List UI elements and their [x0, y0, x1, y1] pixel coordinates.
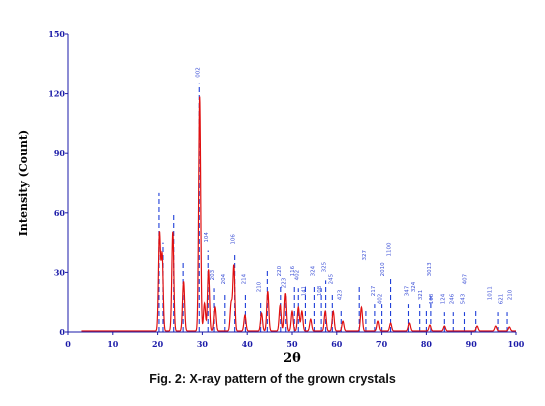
peak-label: 108	[429, 293, 435, 304]
peak-label: 245	[328, 273, 334, 284]
peak-label: 116	[290, 265, 296, 276]
peak-label: 217	[371, 285, 377, 296]
y-tick-label: 0	[59, 327, 65, 337]
peak-label: 325	[322, 261, 328, 272]
peak-label: 246	[449, 293, 455, 304]
peak-label: 402	[294, 270, 300, 281]
peak-label: 204	[221, 273, 227, 284]
y-tick-label: 30	[54, 267, 66, 277]
peak-label: 324	[411, 281, 417, 292]
y-tick-label: 60	[54, 208, 66, 218]
x-tick-label: 10	[107, 339, 119, 349]
peak-label: 1011	[487, 286, 493, 300]
x-tick-label: 20	[152, 339, 164, 349]
peak-label: 106	[231, 234, 237, 245]
x-tick-label: 60	[331, 339, 343, 349]
peak-label: 423	[337, 289, 343, 300]
x-tick-label: 0	[65, 339, 71, 349]
peak-label: 104	[204, 232, 210, 243]
x-tick-label: 30	[197, 339, 209, 349]
figure-caption: Fig. 2: X-ray pattern of the grown cryst…	[149, 372, 396, 386]
x-tick-label: 80	[421, 339, 433, 349]
peak-label: 203	[210, 269, 216, 280]
peak-label: 108	[317, 285, 323, 296]
y-tick-label: 150	[48, 29, 65, 39]
y-ticks: 0 30 60 90 120 150	[48, 29, 68, 337]
peak-label: 621	[499, 294, 505, 305]
x-ticks: 0 10 20 30 40 50 60 70 80 90 100	[65, 332, 525, 349]
x-axis-title: 2θ	[283, 351, 301, 366]
x-tick-label: 100	[508, 339, 525, 349]
y-tick-label: 120	[48, 89, 65, 99]
x-tick-label: 50	[286, 339, 298, 349]
y-axis-title: Intensity (Count)	[17, 130, 30, 236]
peak-label: 347	[404, 285, 410, 296]
peak-label: 223	[282, 277, 288, 288]
peak-label: 210	[257, 281, 263, 292]
peak-label: 141	[301, 286, 307, 297]
peak-label: 124	[440, 293, 446, 304]
pattern-layer	[81, 96, 516, 332]
peak-label: 2010	[380, 262, 386, 276]
y-tick-label: 90	[54, 148, 66, 158]
peak-label: 3013	[427, 262, 433, 276]
peak-label: 402	[378, 294, 384, 305]
peak-label: 1100	[387, 242, 393, 256]
peak-label: 324	[310, 265, 316, 276]
x-tick-label: 40	[242, 339, 254, 349]
peak-label: 220	[277, 265, 283, 276]
peak-label: 407	[463, 273, 469, 284]
peak-label: 214	[241, 273, 247, 284]
peak-label: 327	[362, 249, 368, 260]
peak-label: 210	[508, 289, 514, 300]
x-tick-label: 90	[466, 339, 478, 349]
xrd-pattern-line	[81, 96, 516, 332]
peak-label: 321	[418, 290, 424, 301]
peak-label: 543	[460, 293, 466, 304]
peak-label: 002	[195, 67, 201, 78]
axes	[67, 34, 516, 333]
x-tick-label: 70	[376, 339, 388, 349]
